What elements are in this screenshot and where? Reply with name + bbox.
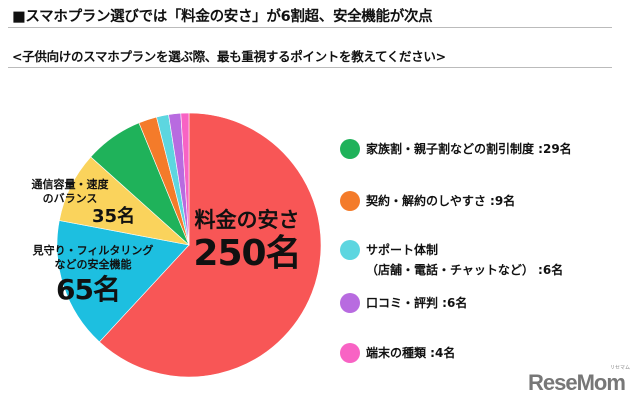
- legend-label: 契約・解約のしやすさ :9名: [366, 194, 516, 208]
- label-data-value: 35名: [92, 206, 136, 227]
- legend-item-contract: 契約・解約のしやすさ :9名: [340, 191, 515, 211]
- label-price-value: 250名: [193, 233, 301, 274]
- chart-title: ■スマホプラン選びでは「料金の安さ」が6割超、安全機能が次点: [12, 9, 433, 25]
- legend-item-device: 端末の種類 :4名: [340, 343, 455, 363]
- label-data-line2: のバランス: [42, 192, 98, 205]
- legend-dot-icon: [340, 293, 360, 313]
- legend-dot-icon: [340, 191, 360, 211]
- resemom-logo: ReseMom: [528, 370, 626, 395]
- subtitle-divider: [8, 67, 612, 68]
- resemom-logo-ruby: リセマム: [610, 365, 631, 371]
- legend-item-discount: 家族割・親子割などの割引制度 :29名: [340, 139, 572, 159]
- legend-label: サポート体制 （店舗・電話・チャットなど） :6名: [366, 240, 563, 280]
- label-safety: 見守り・フィルタリング などの安全機能: [18, 244, 168, 272]
- pie-slice: [180, 112, 190, 246]
- legend-label-line1: サポート体制: [366, 243, 439, 257]
- legend-label: 家族割・親子割などの割引制度 :29名: [366, 142, 572, 156]
- legend-item-support: サポート体制 （店舗・電話・チャットなど） :6名: [340, 240, 563, 280]
- legend-label: 口コミ・評判 :6名: [366, 296, 468, 310]
- legend-item-reviews: 口コミ・評判 :6名: [340, 293, 467, 313]
- legend-dot-icon: [340, 240, 360, 260]
- title-divider: [8, 27, 612, 28]
- label-safety-line2: などの安全機能: [54, 258, 132, 271]
- label-data-line1: 通信容量・速度: [31, 178, 109, 191]
- pie-slice: [98, 112, 322, 378]
- label-safety-line1: 見守り・フィルタリング: [32, 244, 154, 257]
- pie-slice: [56, 220, 190, 343]
- legend-label: 端末の種類 :4名: [366, 346, 456, 360]
- label-price: 料金の安さ 250名: [188, 207, 306, 275]
- label-price-text: 料金の安さ: [194, 208, 300, 232]
- chart-subtitle: <子供向けのスマホプランを選ぶ際、最も重視するポイントを教えてください>: [12, 49, 446, 64]
- label-safety-value: 65名: [56, 273, 121, 306]
- legend-dot-icon: [340, 343, 360, 363]
- legend-dot-icon: [340, 139, 360, 159]
- label-data: 通信容量・速度 のバランス: [20, 178, 120, 206]
- legend-label-line2: （店舗・電話・チャットなど） :6名: [366, 263, 564, 277]
